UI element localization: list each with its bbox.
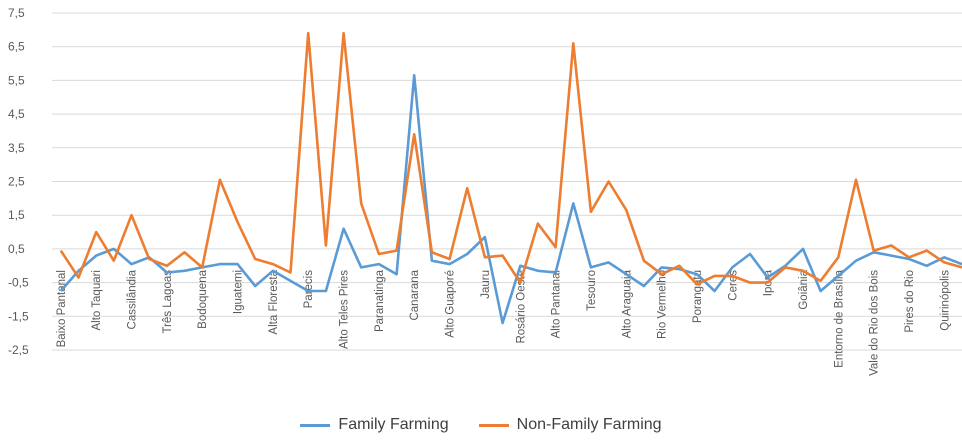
x-tick-label: Ceres bbox=[727, 270, 739, 301]
x-tick-label: Rosário Oeste bbox=[515, 270, 527, 344]
x-tick-label: Parecis bbox=[303, 270, 315, 309]
legend-label-non-family-farming: Non-Family Farming bbox=[516, 416, 662, 433]
y-tick-label: 7,5 bbox=[8, 6, 25, 20]
x-tick-label: Alto Teles Pires bbox=[339, 270, 351, 349]
x-tick-label: Alto Pantanal bbox=[551, 270, 563, 338]
legend-swatch-family-farming bbox=[300, 423, 331, 427]
x-tick-label: Vale do Rio dos Bois bbox=[869, 270, 881, 376]
x-tick-label: Iguatemi bbox=[233, 270, 245, 314]
x-tick-label: Quirinópolis bbox=[939, 270, 951, 331]
y-tick-label: 6,5 bbox=[8, 40, 25, 54]
gridlines bbox=[52, 12, 962, 351]
y-axis-ticks: 7,5 6,5 5,5 4,5 3,5 2,5 1,5 0,5 -0,5 -1,5 -2,5 bbox=[8, 6, 29, 357]
x-tick-label: Paranatinga bbox=[374, 269, 386, 332]
x-tick-label: Jauru bbox=[480, 270, 492, 299]
x-tick-label: Canarana bbox=[409, 269, 421, 320]
legend: Family Farming Non-Family Farming bbox=[0, 412, 962, 438]
x-tick-label: Cassilândia bbox=[127, 269, 139, 329]
y-tick-label: -2,5 bbox=[8, 343, 29, 357]
y-tick-label: 0,5 bbox=[8, 242, 25, 256]
series-lines bbox=[59, 31, 962, 325]
y-tick-label: 3,5 bbox=[8, 141, 25, 155]
legend-swatch-non-family-farming bbox=[478, 423, 509, 427]
line-chart: 7,5 6,5 5,5 4,5 3,5 2,5 1,5 0,5 -0,5 -1,5 -2,5 Bai… bbox=[8, 6, 962, 376]
x-tick-label: Entorno de Brasília bbox=[833, 269, 845, 367]
x-tick-label: Baixo Pantanal bbox=[56, 270, 68, 347]
y-tick-label: -1,5 bbox=[8, 309, 29, 323]
x-tick-label: Tesouro bbox=[586, 270, 598, 311]
legend-item-non-family-farming: Non-Family Farming bbox=[478, 416, 662, 434]
x-tick-label: Alto Taquari bbox=[91, 270, 103, 331]
legend-label-family-farming: Family Farming bbox=[338, 416, 449, 433]
series-line-family-farming bbox=[59, 74, 962, 325]
x-axis-ticks: Baixo Pantanal Alto Taquari Cassilândia Trê… bbox=[56, 269, 951, 376]
x-tick-label: Pires do Rio bbox=[904, 270, 916, 333]
y-tick-label: 2,5 bbox=[8, 175, 25, 189]
y-tick-label: 1,5 bbox=[8, 208, 25, 222]
series-line-non-family-farming bbox=[59, 31, 962, 286]
y-tick-label: 5,5 bbox=[8, 73, 25, 87]
x-tick-label: Três Lagoas bbox=[162, 270, 174, 334]
x-tick-label: Alta Floresta bbox=[268, 269, 280, 334]
y-tick-label: -0,5 bbox=[8, 276, 29, 290]
x-tick-label: Bodoquena bbox=[197, 269, 209, 328]
x-tick-label: Alto Araguaia bbox=[621, 269, 633, 338]
y-tick-label: 4,5 bbox=[8, 107, 25, 121]
legend-item-family-farming: Family Farming bbox=[300, 416, 449, 434]
x-tick-label: Alto Guaporé bbox=[445, 270, 457, 338]
x-tick-label: Rio Vermelho bbox=[657, 270, 669, 339]
x-tick-label: Goiânia bbox=[798, 269, 810, 309]
